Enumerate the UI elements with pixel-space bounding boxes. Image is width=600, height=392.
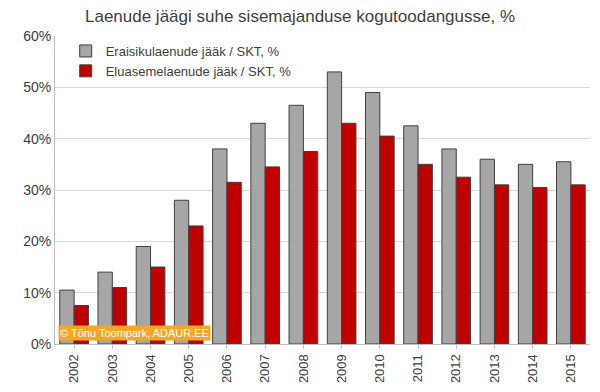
- svg-text:0%: 0%: [31, 336, 51, 352]
- svg-text:2005: 2005: [181, 354, 196, 383]
- svg-text:50%: 50%: [23, 79, 51, 95]
- svg-text:2003: 2003: [105, 354, 120, 383]
- svg-text:2012: 2012: [448, 354, 463, 383]
- svg-text:Laenude jäägi suhe sisemajandu: Laenude jäägi suhe sisemajanduse kogutoo…: [85, 7, 515, 26]
- svg-text:30%: 30%: [23, 182, 51, 198]
- svg-text:2010: 2010: [372, 354, 387, 383]
- svg-text:2008: 2008: [296, 354, 311, 383]
- svg-text:2007: 2007: [257, 354, 272, 383]
- svg-text:© Tõnu Toompark, ADAUR.EE: © Tõnu Toompark, ADAUR.EE: [60, 327, 209, 339]
- svg-text:60%: 60%: [23, 28, 51, 44]
- svg-text:2002: 2002: [66, 354, 81, 383]
- svg-text:20%: 20%: [23, 233, 51, 249]
- svg-text:2004: 2004: [143, 354, 158, 383]
- svg-text:2015: 2015: [563, 354, 578, 383]
- svg-text:2013: 2013: [487, 354, 502, 383]
- svg-text:10%: 10%: [23, 285, 51, 301]
- svg-text:2011: 2011: [410, 354, 425, 382]
- svg-text:2009: 2009: [334, 354, 349, 383]
- svg-text:Eluasemelaenude jääk / SKT, %: Eluasemelaenude jääk / SKT, %: [106, 64, 291, 79]
- svg-text:40%: 40%: [23, 131, 51, 147]
- svg-text:Eraisikulaenude jääk / SKT, %: Eraisikulaenude jääk / SKT, %: [106, 44, 280, 59]
- svg-text:2006: 2006: [219, 354, 234, 383]
- svg-text:2014: 2014: [525, 354, 540, 383]
